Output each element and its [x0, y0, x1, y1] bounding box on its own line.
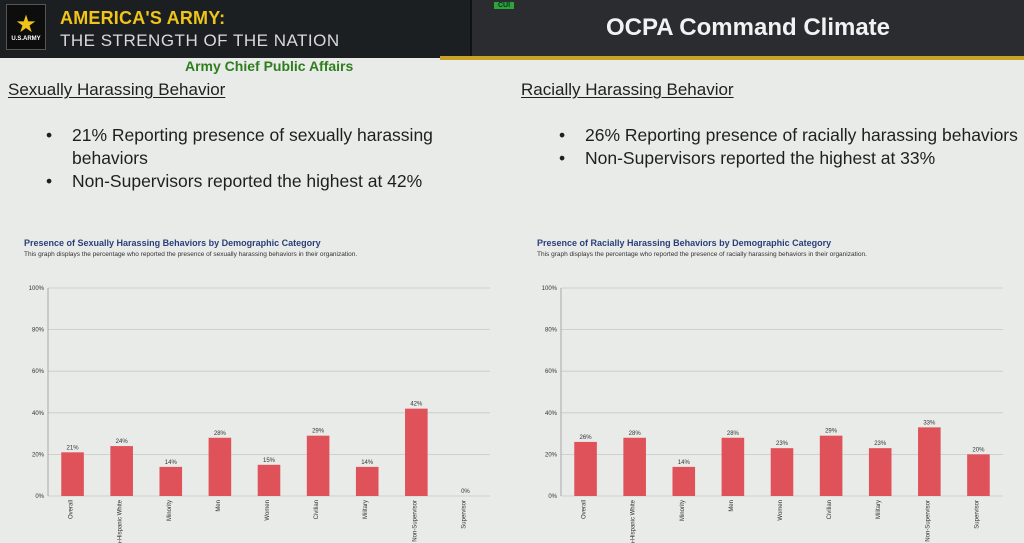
- bar: [405, 408, 428, 496]
- brand-area: ★ U.S.ARMY AMERICA'S ARMY: THE STRENGTH …: [0, 0, 470, 58]
- brand-line-2: THE STRENGTH OF THE NATION: [60, 31, 340, 50]
- racial-harassment-panel: Racially Harassing Behavior 26% Reportin…: [521, 80, 1021, 543]
- chart-title: Presence of Sexually Harassing Behaviors…: [24, 238, 321, 248]
- page-title: OCPA Command Climate: [605, 14, 891, 41]
- y-tick-label: 100%: [542, 286, 558, 292]
- bar: [918, 427, 941, 496]
- data-label: 33%: [923, 420, 936, 426]
- bullet-item: Non-Supervisors reported the highest at …: [559, 147, 1021, 170]
- data-label: 21%: [67, 445, 80, 451]
- y-tick-label: 60%: [32, 369, 45, 375]
- category-label: Overall: [69, 500, 75, 519]
- category-label: Non-Hispanic White: [118, 499, 124, 543]
- category-label: Minority: [680, 500, 686, 521]
- data-label: 26%: [580, 435, 593, 441]
- category-label: Military: [876, 500, 882, 519]
- bar: [110, 446, 133, 496]
- logo-text: U.S.ARMY: [11, 36, 41, 42]
- data-label: 28%: [727, 431, 740, 437]
- category-label: Men: [216, 500, 222, 512]
- data-label: 14%: [361, 460, 374, 466]
- y-tick-label: 60%: [545, 369, 558, 375]
- racial-harassment-chart: 0% 20% 40% 60% 80% 100% 26% Overall 28% Non-Hispa…: [542, 286, 1003, 543]
- category-label: Non-Hispanic White: [631, 499, 637, 543]
- star-icon: ★: [15, 10, 37, 38]
- data-label: 0%: [461, 489, 470, 495]
- y-tick-label: 40%: [32, 411, 45, 417]
- data-label: 14%: [678, 460, 691, 466]
- category-label: Minority: [167, 500, 173, 521]
- category-label: Overall: [582, 500, 588, 519]
- cui-badge: CUI: [494, 2, 515, 9]
- data-label: 29%: [825, 429, 838, 435]
- bar: [868, 448, 892, 496]
- category-label: Military: [363, 500, 369, 519]
- data-label: 20%: [972, 447, 985, 453]
- bullet-list: 26% Reporting presence of racially haras…: [559, 124, 1021, 170]
- chart-title: Presence of Racially Harassing Behaviors…: [537, 238, 832, 248]
- title-area: CUI OCPA Command Climate: [470, 0, 1024, 58]
- bar: [672, 466, 696, 496]
- bar: [355, 466, 379, 496]
- data-label: 15%: [263, 458, 276, 464]
- bullet-item: 26% Reporting presence of racially haras…: [559, 124, 1021, 147]
- category-label: Civilian: [314, 500, 320, 519]
- data-label: 42%: [410, 402, 423, 408]
- category-label: Men: [729, 500, 735, 512]
- category-label: Women: [265, 500, 271, 521]
- category-label: Civilian: [827, 500, 833, 519]
- y-tick-label: 80%: [545, 328, 558, 334]
- bar: [159, 466, 183, 496]
- y-tick-label: 100%: [29, 286, 45, 292]
- bar: [819, 435, 843, 496]
- bar: [770, 448, 794, 496]
- category-label: Women: [778, 500, 784, 521]
- y-tick-label: 0%: [548, 494, 557, 500]
- data-label: 28%: [214, 431, 227, 437]
- divider-line: [440, 56, 1024, 60]
- y-tick-label: 40%: [545, 411, 558, 417]
- bullet-item: Non-Supervisors reported the highest at …: [46, 170, 508, 193]
- bar: [61, 452, 84, 496]
- section-heading: Racially Harassing Behavior: [521, 80, 734, 99]
- data-label: 24%: [116, 439, 129, 445]
- bar: [306, 435, 330, 496]
- header: ★ U.S.ARMY AMERICA'S ARMY: THE STRENGTH …: [0, 0, 1024, 58]
- bar: [257, 464, 281, 496]
- army-logo: ★ U.S.ARMY: [6, 4, 46, 50]
- brand-line-1: AMERICA'S ARMY:: [60, 8, 226, 28]
- y-tick-label: 20%: [545, 452, 558, 458]
- sexual-harassment-chart: 0% 20% 40% 60% 80% 100% 21% Overall 24% Non-Hispa…: [29, 286, 490, 543]
- category-label: Supervisor: [461, 500, 467, 529]
- y-tick-label: 0%: [35, 494, 44, 500]
- sub-brand: Army Chief Public Affairs: [185, 58, 354, 74]
- category-label: Non-Supervisor: [412, 500, 418, 542]
- data-label: 29%: [312, 429, 325, 435]
- data-label: 23%: [776, 441, 789, 447]
- sexual-harassment-panel: Sexually Harassing Behavior 21% Reportin…: [8, 80, 508, 543]
- category-label: Supervisor: [974, 500, 980, 529]
- data-label: 14%: [165, 460, 178, 466]
- data-label: 23%: [874, 441, 887, 447]
- category-label: Non-Supervisor: [925, 500, 931, 542]
- bar: [208, 437, 232, 496]
- bar: [967, 454, 990, 496]
- bullet-item: 21% Reporting presence of sexually haras…: [46, 124, 508, 170]
- bar: [574, 441, 597, 496]
- data-label: 28%: [629, 431, 642, 437]
- chart-subtitle: This graph displays the percentage who r…: [537, 251, 867, 258]
- y-tick-label: 20%: [32, 452, 45, 458]
- bullet-list: 21% Reporting presence of sexually haras…: [46, 124, 508, 193]
- y-tick-label: 80%: [32, 328, 45, 334]
- chart-subtitle: This graph displays the percentage who r…: [24, 251, 358, 258]
- section-heading: Sexually Harassing Behavior: [8, 80, 226, 99]
- bar: [623, 437, 646, 496]
- bar: [721, 437, 745, 496]
